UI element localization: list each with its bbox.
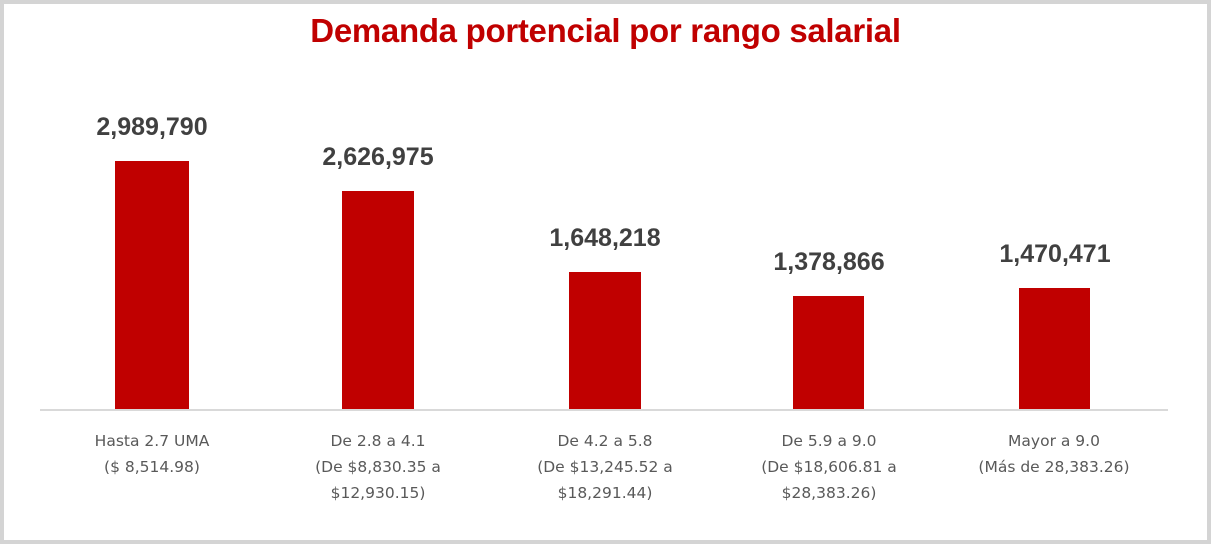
data-label: 1,470,471 bbox=[999, 240, 1111, 268]
x-tick-label: Hasta 2.7 UMA ($ 8,514.98) bbox=[42, 428, 262, 480]
bar bbox=[115, 161, 189, 410]
x-tick-label-line: De 2.8 a 4.1 bbox=[330, 432, 426, 450]
x-tick-label-line: (De $8,830.35 a bbox=[315, 458, 441, 476]
x-tick-label-line: De 4.2 a 5.8 bbox=[557, 432, 653, 450]
data-label: 2,626,975 bbox=[322, 143, 434, 171]
data-label: 1,378,866 bbox=[773, 248, 885, 276]
x-tick-label-line: Mayor a 9.0 bbox=[1008, 432, 1100, 450]
bar bbox=[569, 272, 641, 410]
x-tick-label: De 5.9 a 9.0 (De $18,606.81 a $28,383.26… bbox=[719, 428, 939, 506]
x-tick-label-line: (De $13,245.52 a bbox=[537, 458, 673, 476]
x-tick-label-line: Hasta 2.7 UMA bbox=[94, 432, 210, 450]
x-axis-line bbox=[40, 409, 1168, 411]
x-tick-label: Mayor a 9.0 (Más de 28,383.26) bbox=[944, 428, 1164, 480]
x-tick-label-line: De 5.9 a 9.0 bbox=[781, 432, 877, 450]
x-tick-label-line: (Más de 28,383.26) bbox=[978, 458, 1130, 476]
data-label: 2,989,790 bbox=[96, 113, 208, 141]
bar bbox=[1019, 288, 1090, 410]
x-tick-label: De 2.8 a 4.1 (De $8,830.35 a $12,930.15) bbox=[268, 428, 488, 506]
x-tick-label-line: $18,291.44) bbox=[557, 484, 653, 502]
chart-title: Demanda portencial por rango salarial bbox=[310, 12, 901, 49]
x-tick-label-line: (De $18,606.81 a bbox=[761, 458, 897, 476]
x-tick-label-line: $12,930.15) bbox=[330, 484, 426, 502]
x-tick-label-line: ($ 8,514.98) bbox=[104, 458, 200, 476]
x-tick-label-line: $28,383.26) bbox=[781, 484, 877, 502]
bar bbox=[342, 191, 414, 410]
data-label: 1,648,218 bbox=[549, 224, 661, 252]
x-tick-label: De 4.2 a 5.8 (De $13,245.52 a $18,291.44… bbox=[495, 428, 715, 506]
bar bbox=[793, 296, 864, 410]
